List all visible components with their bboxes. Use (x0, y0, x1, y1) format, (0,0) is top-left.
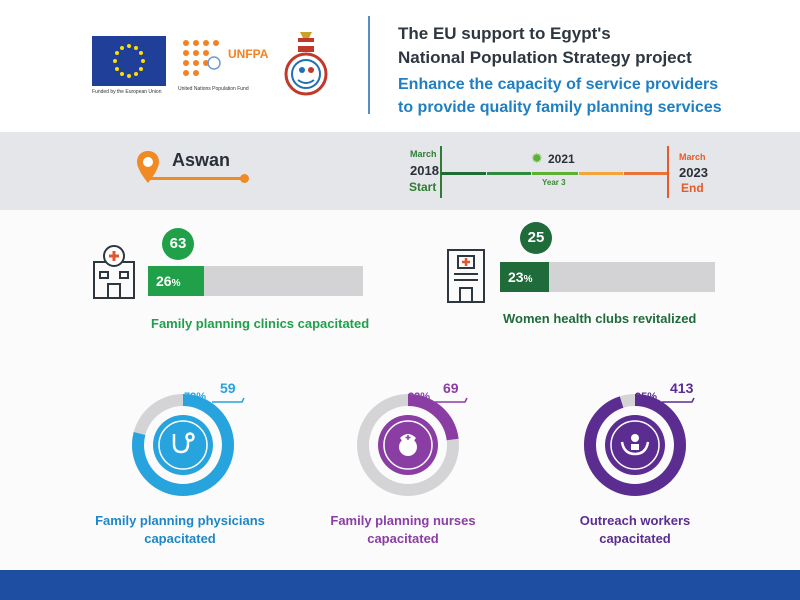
location-timeline-band (0, 132, 800, 210)
timeline-end-label: End (681, 181, 704, 195)
city-name: Aswan (172, 150, 231, 170)
physicians-value: 59 (220, 380, 236, 396)
clinics-progress-fill: 26% (148, 266, 204, 296)
timeline-end-year: 2023 (679, 165, 708, 180)
outreach-value-pointer (662, 397, 695, 403)
city-underline (146, 177, 244, 180)
nurse-cap-icon (399, 434, 417, 456)
gear-icon: ✹ (531, 150, 543, 166)
timeline-end-marker (667, 146, 669, 198)
unfpa-caption: United Nations Population Fund (178, 86, 249, 92)
eu-flag-logo (92, 36, 166, 86)
location-pin-icon (136, 150, 160, 184)
nurses-label-line2: capacitated (367, 531, 439, 546)
clinics-label: Family planning clinics capacitated (151, 316, 370, 331)
clinics-percent: 26 (156, 273, 172, 289)
outreach-label-line2: capacitated (599, 531, 671, 546)
footer-bar (0, 570, 800, 600)
outreach-percent: 95% (635, 391, 658, 403)
stethoscope-icon (172, 432, 195, 454)
eu-caption: Funded by the European Union (92, 89, 162, 95)
page-title-line2: National Population Strategy project (398, 48, 692, 67)
nurses-value-pointer (435, 397, 468, 403)
timeline-start-month: March (410, 149, 437, 159)
unfpa-logo-text: UNFPA (228, 47, 269, 61)
health-clubs-label: Women health clubs revitalized (503, 311, 697, 326)
page-title: The EU support to Egypt's (398, 24, 611, 43)
timeline-start-label: Start (409, 180, 437, 194)
timeline-segment-5 (624, 172, 667, 175)
nurses-donut (353, 390, 463, 500)
physicians-donut (128, 390, 238, 500)
outreach-donut (580, 390, 690, 500)
nurses-label-line1: Family planning nurses (330, 513, 476, 528)
clinics-value-badge: 63 (162, 228, 194, 260)
timeline-segment-2 (487, 172, 531, 175)
timeline-current-year: 2021 (548, 152, 575, 166)
health-clubs-value-badge: 25 (520, 222, 552, 254)
city-underline-dot (240, 174, 249, 183)
header: Funded by the European Union UNFPA Unite… (0, 0, 800, 132)
timeline-current-label: Year 3 (542, 178, 566, 187)
physicians-value-pointer (212, 397, 245, 403)
clinic-building-icon (90, 242, 138, 305)
timeline-end-month: March (679, 152, 706, 162)
timeline-segment-3 (532, 172, 578, 175)
timeline-segment-4 (579, 172, 623, 175)
health-clubs-progress-bar: 23% (500, 262, 715, 292)
health-clubs-percent-symbol: % (523, 274, 533, 285)
health-clubs-progress-fill: 23% (500, 262, 550, 292)
health-clubs-percent: 23 (508, 269, 524, 285)
outreach-label: Outreach workers capacitated (535, 512, 735, 548)
timeline-segment-1 (441, 172, 486, 175)
outreach-label-line1: Outreach workers (579, 513, 691, 528)
health-club-building-icon (444, 246, 488, 309)
physicians-label-line1: Family planning physicians (95, 513, 265, 528)
timeline-start-year: 2018 (410, 163, 439, 178)
physicians-label-line2: capacitated (144, 531, 216, 546)
outreach-value: 413 (670, 380, 694, 396)
nurses-value: 69 (443, 380, 459, 396)
physicians-percent: 79% (184, 391, 207, 403)
page-subtitle-line2: to provide quality family planning servi… (398, 99, 722, 116)
clinics-percent-symbol: % (171, 278, 181, 289)
timeline-start-marker (440, 146, 442, 198)
ministry-of-health-logo (278, 28, 334, 98)
physicians-label: Family planning physicians capacitated (80, 512, 280, 548)
clinics-progress-bar: 26% (148, 266, 363, 296)
unfpa-people-icon (180, 37, 230, 77)
nurses-label: Family planning nurses capacitated (303, 512, 503, 548)
nurses-percent: 23% (408, 391, 431, 403)
page-subtitle: Enhance the capacity of service provider… (398, 76, 719, 93)
header-divider (368, 16, 370, 114)
caring-hands-icon (620, 434, 650, 456)
